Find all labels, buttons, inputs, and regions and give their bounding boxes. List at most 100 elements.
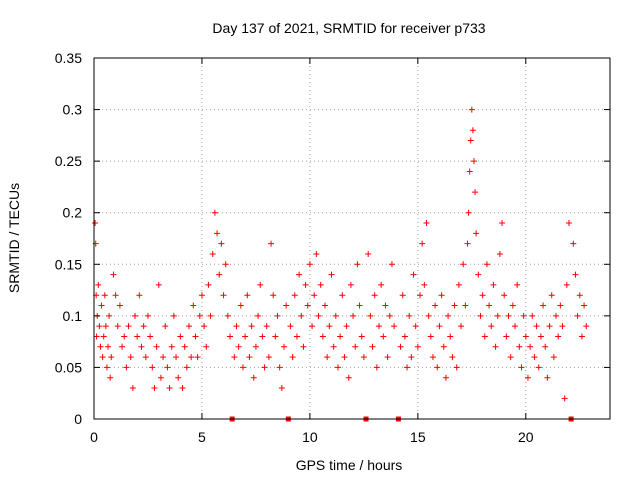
data-point	[160, 354, 167, 361]
data-point	[132, 312, 139, 319]
data-point	[384, 354, 391, 361]
data-point	[417, 292, 424, 299]
data-point	[270, 292, 277, 299]
data-point	[425, 312, 432, 319]
data-point	[216, 271, 223, 278]
data-point	[328, 271, 335, 278]
data-point	[469, 127, 476, 134]
data-point	[481, 333, 488, 340]
data-point	[345, 374, 352, 381]
y-tick-label: 0	[74, 411, 82, 427]
data-point	[96, 323, 103, 330]
data-point	[509, 302, 516, 309]
data-point	[183, 364, 190, 371]
data-point	[242, 333, 249, 340]
x-axis-ticks: 0 5 10 15 20	[90, 58, 534, 445]
data-point	[222, 261, 229, 268]
data-point	[227, 333, 234, 340]
data-point	[436, 323, 443, 330]
data-point	[455, 281, 462, 288]
data-point	[410, 271, 417, 278]
data-point	[293, 333, 300, 340]
data-point	[289, 354, 296, 361]
data-point	[93, 333, 100, 340]
data-point	[449, 354, 456, 361]
data-point	[496, 250, 503, 257]
data-point	[224, 312, 231, 319]
y-tick-label: 0.05	[55, 359, 82, 375]
data-point	[322, 302, 329, 309]
data-point	[311, 292, 318, 299]
data-point	[250, 374, 257, 381]
data-point	[574, 312, 581, 319]
data-point	[460, 261, 467, 268]
data-point	[313, 250, 320, 257]
data-point	[465, 209, 472, 216]
data-point	[304, 302, 311, 309]
x-tick-label: 5	[198, 429, 206, 445]
data-point	[356, 302, 363, 309]
data-point	[360, 354, 367, 361]
data-point	[125, 323, 132, 330]
data-point	[505, 312, 512, 319]
data-point	[108, 354, 115, 361]
data-point	[464, 240, 471, 247]
data-point	[246, 354, 253, 361]
data-point	[155, 281, 162, 288]
data-point	[121, 333, 128, 340]
data-point	[287, 323, 294, 330]
data-point	[127, 354, 134, 361]
data-point	[207, 312, 214, 319]
data-point	[274, 312, 281, 319]
data-point	[92, 220, 99, 227]
data-point	[324, 354, 331, 361]
data-point	[488, 323, 495, 330]
data-point	[97, 343, 104, 350]
data-point	[153, 343, 160, 350]
data-point	[540, 302, 547, 309]
data-point	[494, 312, 501, 319]
data-point	[296, 271, 303, 278]
data-point	[391, 323, 398, 330]
data-point	[475, 271, 482, 278]
data-point	[272, 333, 279, 340]
data-point	[188, 354, 195, 361]
data-point	[412, 323, 419, 330]
data-point	[278, 385, 285, 392]
data-point	[421, 281, 428, 288]
x-axis-label: GPS time / hours	[296, 457, 403, 473]
data-point	[516, 343, 523, 350]
y-tick-label: 0.3	[63, 102, 83, 118]
data-point	[190, 302, 197, 309]
y-tick-label: 0.15	[55, 256, 82, 272]
x-tick-label: 0	[90, 429, 98, 445]
data-point	[244, 292, 251, 299]
data-point	[522, 333, 529, 340]
data-point	[164, 364, 171, 371]
data-point	[365, 250, 372, 257]
data-point	[518, 364, 525, 371]
data-point	[138, 343, 145, 350]
data-point	[343, 323, 350, 330]
data-point	[472, 189, 479, 196]
data-point	[257, 281, 264, 288]
data-point	[468, 106, 475, 113]
data-point	[99, 354, 106, 361]
data-point	[214, 230, 221, 237]
data-point	[483, 261, 490, 268]
data-point	[527, 343, 534, 350]
data-point	[306, 261, 313, 268]
data-point	[492, 343, 499, 350]
data-point	[177, 333, 184, 340]
y-axis-label: SRMTID / TECUs	[6, 183, 22, 293]
data-point	[298, 312, 305, 319]
data-point	[347, 281, 354, 288]
data-point	[261, 364, 268, 371]
data-point	[185, 323, 192, 330]
grid-lines	[94, 58, 610, 419]
data-point	[529, 312, 536, 319]
data-point	[445, 312, 452, 319]
data-point	[442, 374, 449, 381]
data-point	[537, 333, 544, 340]
data-point	[453, 364, 460, 371]
